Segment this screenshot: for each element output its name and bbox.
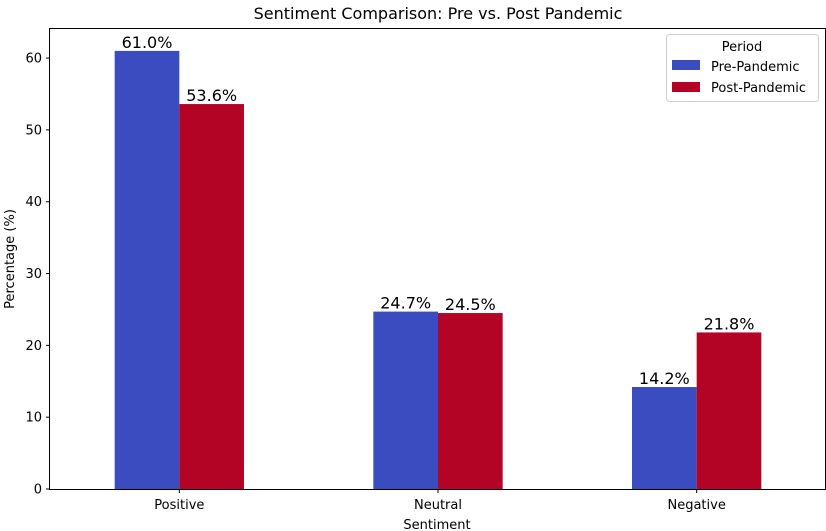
data-label-pre-pandemic-positive: 61.0% xyxy=(122,33,173,52)
data-label-pre-pandemic-neutral: 24.7% xyxy=(380,294,431,313)
legend-title: Period xyxy=(722,40,763,55)
data-label-post-pandemic-positive: 53.6% xyxy=(186,86,237,105)
legend-box xyxy=(666,34,819,102)
data-label-pre-pandemic-negative: 14.2% xyxy=(639,369,690,388)
bars xyxy=(114,50,762,490)
y-tick-label: 10 xyxy=(25,411,42,426)
bar-pre-pandemic-positive xyxy=(114,50,180,490)
y-tick-label: 0 xyxy=(34,483,42,498)
data-label-post-pandemic-negative: 21.8% xyxy=(704,314,755,333)
legend: Period Pre-Pandemic Post-Pandemic xyxy=(666,34,819,102)
legend-label-pre-pandemic: Pre-Pandemic xyxy=(711,60,800,75)
y-axis: 0 10 20 30 40 50 60 xyxy=(25,52,50,498)
bar-post-pandemic-neutral xyxy=(438,313,503,489)
bar-labels: 61.0% 53.6% 24.7% 24.5% 14.2% 21.8% xyxy=(122,33,755,388)
x-axis-title: Sentiment xyxy=(403,518,470,531)
bar-pre-pandemic-negative xyxy=(632,387,697,489)
x-tick-label-neutral: Neutral xyxy=(414,498,462,513)
y-tick-label: 20 xyxy=(25,339,42,354)
bar-pre-pandemic-neutral xyxy=(373,311,438,489)
y-tick-label: 60 xyxy=(25,52,42,67)
bar-post-pandemic-positive xyxy=(179,104,244,489)
y-axis-title: Percentage (%) xyxy=(3,209,18,309)
legend-label-post-pandemic: Post-Pandemic xyxy=(711,81,806,96)
y-tick-label: 30 xyxy=(25,267,42,282)
legend-swatch-post-pandemic xyxy=(672,82,700,92)
chart-title: Sentiment Comparison: Pre vs. Post Pande… xyxy=(254,4,623,23)
data-label-post-pandemic-neutral: 24.5% xyxy=(445,295,496,314)
x-axis: Positive Neutral Negative xyxy=(154,489,726,513)
y-tick-label: 40 xyxy=(25,195,42,210)
x-tick-label-negative: Negative xyxy=(667,498,725,513)
legend-swatch-pre-pandemic xyxy=(672,60,700,70)
bar-post-pandemic-negative xyxy=(696,332,762,489)
y-tick-label: 50 xyxy=(25,123,42,138)
x-tick-label-positive: Positive xyxy=(154,498,204,513)
